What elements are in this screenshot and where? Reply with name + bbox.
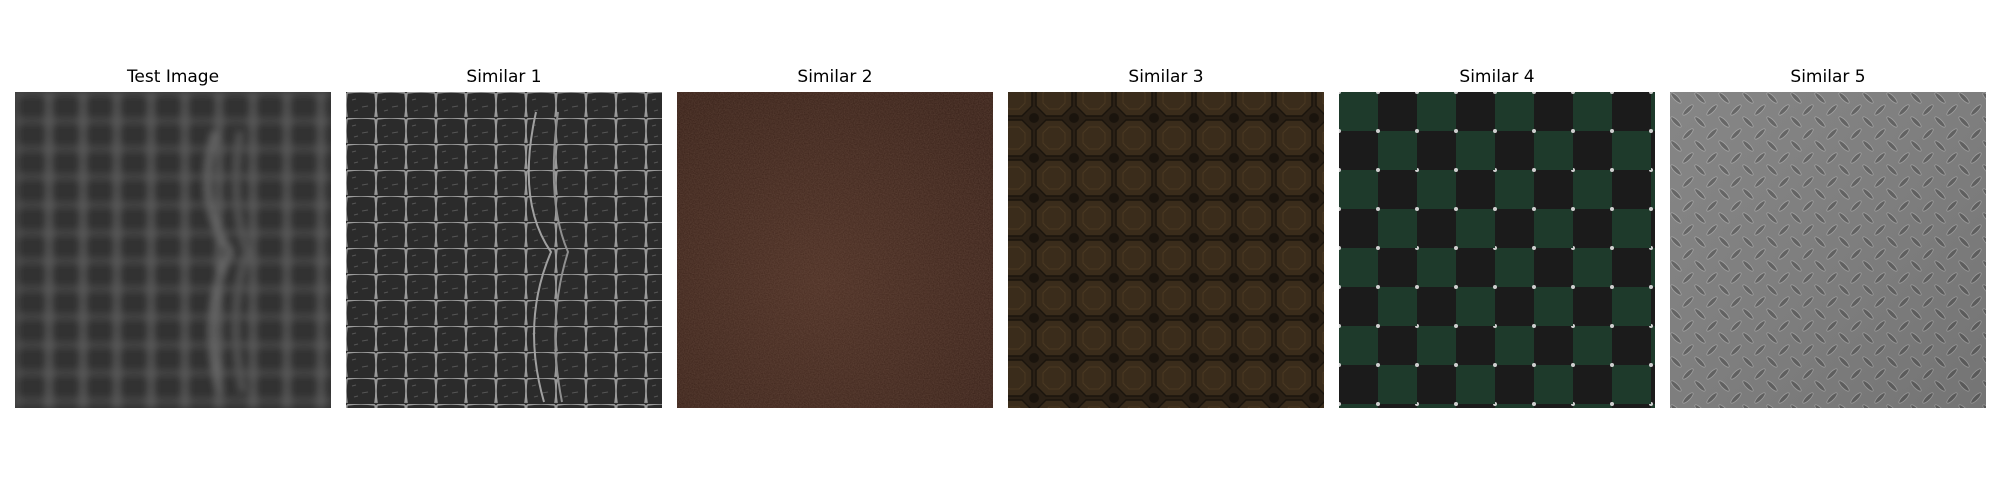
panel-similar-3: Similar 3 bbox=[1008, 0, 1324, 500]
panel-title-similar-1: Similar 1 bbox=[466, 67, 542, 87]
panel-test-image: Test Image bbox=[15, 0, 331, 500]
panel-similar-2: Similar 2 bbox=[677, 0, 993, 500]
similar-2-texture bbox=[677, 92, 993, 408]
panel-similar-5: Similar 5 bbox=[1670, 0, 1986, 500]
panel-title-similar-4: Similar 4 bbox=[1459, 67, 1535, 87]
similar-3-texture bbox=[1008, 92, 1324, 408]
panel-title-test-image: Test Image bbox=[126, 67, 220, 87]
panel-similar-4: Similar 4 bbox=[1339, 0, 1655, 500]
similar-1-texture bbox=[346, 92, 662, 408]
similar-5-texture bbox=[1670, 92, 1986, 408]
similar-4-texture bbox=[1339, 92, 1655, 408]
panel-title-similar-5: Similar 5 bbox=[1790, 67, 1866, 87]
panel-title-similar-3: Similar 3 bbox=[1128, 67, 1204, 87]
panel-similar-1: Similar 1 bbox=[346, 0, 662, 500]
panel-title-similar-2: Similar 2 bbox=[797, 67, 873, 87]
test-image-texture bbox=[15, 92, 331, 408]
